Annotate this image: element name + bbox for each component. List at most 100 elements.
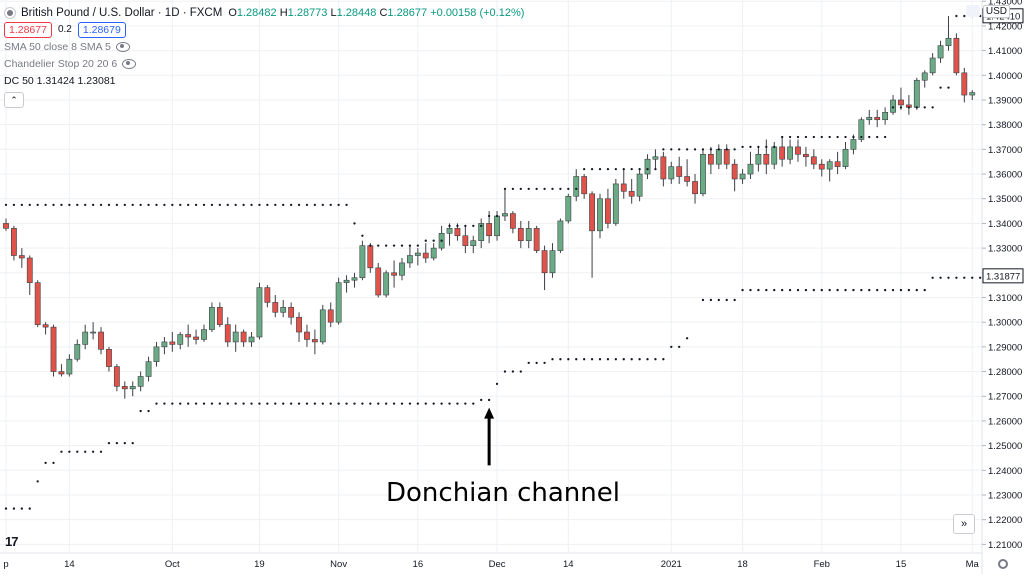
time-tick-label: Feb [814,559,830,570]
candle [367,243,374,273]
candle-body [605,198,611,224]
price-tick-label: 1.40000 [988,71,1022,82]
upper-channel-dot [123,203,126,207]
indicator-label-chandelier[interactable]: Chandelier Stop 20 20 6 [4,57,118,70]
lower-channel-dot [202,402,206,405]
candle-body [803,153,809,158]
indicator-label-sma[interactable]: SMA 50 close 8 SMA 5 [4,40,111,53]
upper-channel-dot [638,167,641,171]
lower-channel-dot [535,361,538,365]
close-key: C [379,6,388,19]
candle [684,159,691,187]
collapse-legend-button[interactable]: ⌃ [4,92,24,108]
candle [161,336,168,355]
candle-body [90,331,97,334]
candle [573,169,580,202]
candles-series[interactable] [3,16,976,399]
time-tick-label: Ma [966,559,980,570]
candle-body [597,198,603,232]
lower-channel-dot [36,480,39,483]
candle [50,324,57,377]
indicator-row-sma[interactable]: SMA 50 close 8 SMA 5 [4,38,524,55]
indicator-label-dc[interactable]: DC 50 1.31424 1.23081 [4,74,116,87]
lower-channel-dot [44,461,47,465]
lower-channel-dot [464,402,467,405]
candle-body [549,250,556,274]
candle [826,159,833,182]
candle [731,159,738,192]
candle [248,332,255,347]
candle [810,149,817,170]
candle [264,285,271,308]
price-tick-label: 1.25000 [988,441,1022,452]
eye-off-icon[interactable] [122,58,137,69]
candle [216,302,223,328]
candle-body [462,235,469,246]
lower-channel-dot [828,288,831,292]
candle-body [288,307,295,318]
candle [620,169,627,199]
upper-channel-dot [781,135,784,139]
lower-channel-dot [590,358,594,361]
candle-body [58,371,65,375]
candle-body [391,272,397,276]
price-axis[interactable]: 1.43000 1.42000 1.41000 1.40000 1.39000 1.380… [981,0,1024,574]
candle [565,193,572,224]
upper-channel-dot [345,203,348,207]
candle-body [874,116,881,121]
tradingview-logo[interactable]: 17 [5,534,19,549]
lower-channel-dot [139,409,142,413]
candle [676,156,683,184]
candle-body [763,153,770,165]
candle-body [430,247,437,259]
lower-channel-dot [685,337,689,340]
candle-body [145,361,152,377]
lower-channel-dot [979,276,982,279]
upper-channel-dot [480,224,483,228]
sell-button[interactable]: 1.28677 [4,21,52,38]
price-tick-label: 1.33000 [988,244,1022,255]
lower-channel-dot [321,402,324,405]
candle-body [34,282,41,325]
maximize-icon[interactable] [966,5,980,17]
lower-channel-dot [654,358,657,361]
time-tick-label: Nov [330,559,347,570]
currency-selector[interactable]: USD [982,5,1010,18]
buy-button[interactable]: 1.28679 [77,21,126,38]
indicator-row-chandelier[interactable]: Chandelier Stop 20 20 6 [4,55,524,72]
time-tick-label: Dec [489,559,506,570]
upper-channel-dot [804,135,808,139]
candle-body [121,386,128,390]
candle-body [494,215,500,237]
candle [66,354,73,377]
candle [747,151,754,179]
gear-icon[interactable] [998,559,1008,569]
upper-channel-dot [321,203,324,207]
candle-body [731,163,738,180]
lower-channel-dot [646,358,649,361]
time-axis[interactable]: p 14 Oct 19 Nov 16 Dec 14 2021 18 Feb 15 Ma [0,552,982,570]
candle-body [921,72,928,81]
symbol-title[interactable]: British Pound / U.S. Dollar · 1D · FXCM [21,6,223,19]
candle [98,327,104,355]
candle [470,235,477,254]
scroll-to-realtime-button[interactable]: » [953,514,975,534]
indicator-row-dc[interactable]: DC 50 1.31424 1.23081 [4,72,524,89]
lower-channel-dot [947,276,950,279]
candle [177,332,184,350]
candle-body [82,331,89,345]
upper-channel-dot [52,203,55,207]
upper-channel-dot [907,106,911,109]
upper-channel-dot [551,187,554,191]
lower-channel-dot [84,450,87,453]
candle [58,364,65,377]
candle [597,193,603,239]
candle-body [818,163,825,170]
lower-channel-dot [733,298,736,302]
eye-off-icon[interactable] [115,41,130,52]
candle [153,341,160,367]
price-label-box [982,268,1024,284]
upper-channel-dot [487,214,491,218]
